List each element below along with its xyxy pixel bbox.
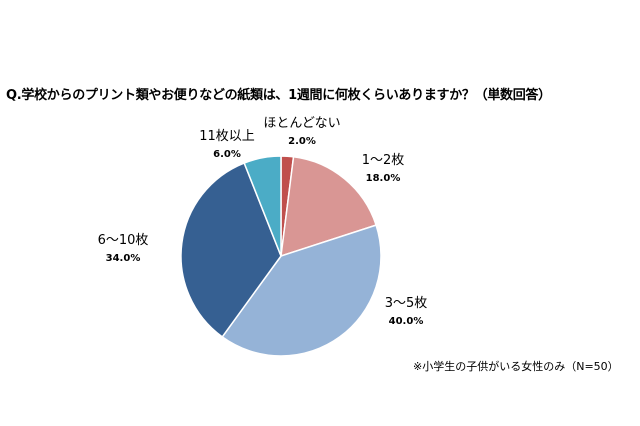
slice-value-label: 40.0%	[389, 316, 424, 327]
sample-note: ※小学生の子供がいる女性のみ（N=50）	[413, 360, 619, 373]
slice-label: 3～5枚	[385, 296, 428, 311]
slice-value-label: 34.0%	[106, 253, 141, 264]
pie-slice	[180, 162, 282, 338]
chart-title: Q.学校からのプリント類やお便りなどの紙類は、1週間に何枚くらいありますか？（単…	[6, 88, 551, 103]
slice-label: 11枚以上	[199, 129, 255, 144]
slice-value-label: 2.0%	[288, 136, 316, 147]
slice-label: 6～10枚	[98, 233, 149, 248]
pie-slice	[243, 155, 282, 257]
slice-value-label: 6.0%	[213, 149, 241, 160]
slice-value-label: 18.0%	[366, 173, 401, 184]
pie-slice	[221, 224, 382, 357]
slice-label: ほとんどない	[263, 116, 340, 131]
pie-slice	[280, 155, 378, 258]
slice-label: 1～2枚	[362, 153, 405, 168]
